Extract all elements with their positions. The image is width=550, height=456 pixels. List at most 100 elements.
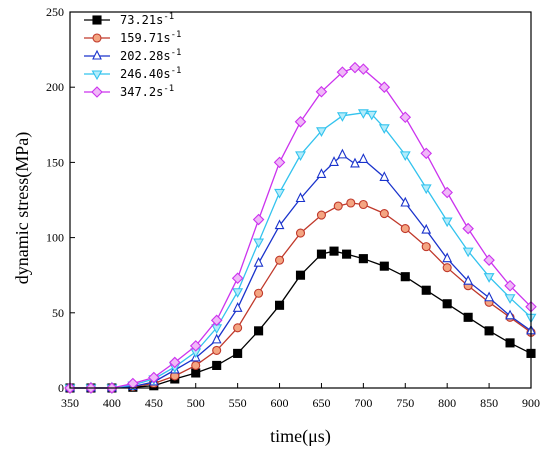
legend-label-sup: -1 <box>163 12 174 22</box>
x-tick-label: 500 <box>187 396 205 410</box>
data-point-diamond <box>231 272 244 284</box>
data-point-triangle-down <box>253 238 265 249</box>
data-point-diamond <box>273 156 286 169</box>
data-point-square <box>295 270 306 280</box>
data-point-diamond <box>252 213 265 226</box>
x-tick-label: 900 <box>522 396 540 410</box>
data-point-square <box>358 254 368 264</box>
data-point-diamond <box>441 186 453 199</box>
data-point-triangle-up <box>358 153 369 163</box>
data-point-diamond <box>349 61 361 74</box>
data-point-circle <box>212 345 222 355</box>
data-point-diamond <box>504 279 516 292</box>
data-point-triangle-down <box>504 294 516 304</box>
data-point-square <box>505 338 515 348</box>
data-point-square <box>92 15 102 25</box>
y-tick-label: 150 <box>46 155 64 169</box>
data-point-triangle-down <box>232 288 244 298</box>
data-point-triangle-up <box>442 252 453 263</box>
data-point-diamond <box>148 371 160 384</box>
data-point-square <box>274 300 285 310</box>
series-3 <box>64 109 537 395</box>
data-point-diamond <box>483 254 495 266</box>
data-point-triangle-up <box>421 223 432 234</box>
data-point-triangle-down <box>399 151 411 162</box>
data-point-triangle-up <box>295 192 306 203</box>
data-point-triangle-up <box>400 196 411 207</box>
series-line <box>70 66 532 389</box>
data-point-square <box>233 348 243 358</box>
x-tick-label: 650 <box>312 396 330 410</box>
data-point-triangle-up <box>379 171 390 181</box>
data-point-triangle-up <box>253 256 264 267</box>
legend-item: 159.71s-1 <box>84 30 181 45</box>
series-line <box>70 112 532 389</box>
series-0 <box>65 246 536 393</box>
data-point-circle <box>92 33 102 43</box>
data-point-circle <box>379 208 389 219</box>
data-point-square <box>484 326 494 336</box>
data-point-diamond <box>336 66 349 78</box>
data-point-triangle-up <box>463 274 474 285</box>
plot-frame <box>69 11 532 389</box>
data-point-circle <box>295 228 306 238</box>
x-tick-label: 850 <box>480 396 498 410</box>
legend-item: 347.2s-1 <box>84 84 174 99</box>
legend-label: 202.28s-1 <box>120 48 181 63</box>
legend-label-name: 347.2s <box>120 85 163 99</box>
data-point-square <box>191 368 201 378</box>
legend-label-sup: -1 <box>171 48 182 58</box>
data-point-square <box>442 299 452 309</box>
data-point-triangle-down <box>274 188 285 199</box>
data-point-square <box>421 285 431 295</box>
x-tick-label: 550 <box>229 396 247 410</box>
data-point-square <box>463 312 473 322</box>
data-point-square <box>400 272 410 282</box>
data-point-triangle-down <box>420 184 432 195</box>
legend-label: 246.40s-1 <box>120 66 181 81</box>
data-point-triangle-down <box>336 112 348 122</box>
data-point-circle <box>233 323 243 333</box>
data-point-diamond <box>378 81 391 93</box>
data-point-circle <box>442 263 452 273</box>
data-point-diamond <box>189 340 202 352</box>
x-tick-label: 600 <box>271 396 289 410</box>
y-tick-label: 250 <box>46 5 64 19</box>
data-point-square <box>329 246 339 256</box>
x-axis-ticks: 350 400 450 500 550 600 650 700 750 800 850 900 <box>61 383 540 410</box>
data-point-triangle-up <box>350 157 360 168</box>
x-axis-title: time(μs) <box>270 426 331 447</box>
data-point-square <box>212 360 222 370</box>
legend-label: 159.71s-1 <box>120 30 181 45</box>
x-tick-label: 350 <box>61 396 79 410</box>
data-point-circle <box>274 255 285 265</box>
legend-label: 73.21s-1 <box>120 12 174 27</box>
legend-label-sup: -1 <box>171 30 182 40</box>
data-point-triangle-up <box>337 148 348 159</box>
series-4 <box>64 61 537 394</box>
data-point-triangle-up <box>316 168 327 178</box>
data-point-diamond <box>91 86 103 98</box>
data-point-diamond <box>315 85 328 98</box>
legend-label-sup: -1 <box>163 84 174 94</box>
data-point-square <box>254 326 264 336</box>
data-point-diamond <box>399 111 412 124</box>
data-point-triangle-up <box>92 49 102 60</box>
legend-label-name: 159.71s <box>120 31 171 45</box>
y-tick-label: 200 <box>46 80 64 94</box>
data-point-diamond <box>210 314 223 327</box>
data-point-square <box>342 249 352 259</box>
y-tick-label: 100 <box>46 231 64 245</box>
data-point-circle <box>316 210 327 220</box>
data-point-circle <box>358 199 368 210</box>
y-tick-label: 50 <box>52 306 64 320</box>
data-point-triangle-down <box>378 124 390 134</box>
data-point-triangle-down <box>462 247 474 258</box>
data-point-triangle-up <box>329 156 339 166</box>
data-point-circle <box>333 201 343 211</box>
data-point-triangle-up <box>232 302 243 312</box>
data-point-diamond <box>462 222 474 235</box>
x-tick-label: 400 <box>103 396 121 410</box>
data-point-triangle-down <box>91 70 103 81</box>
legend-label-name: 202.28s <box>120 49 171 63</box>
